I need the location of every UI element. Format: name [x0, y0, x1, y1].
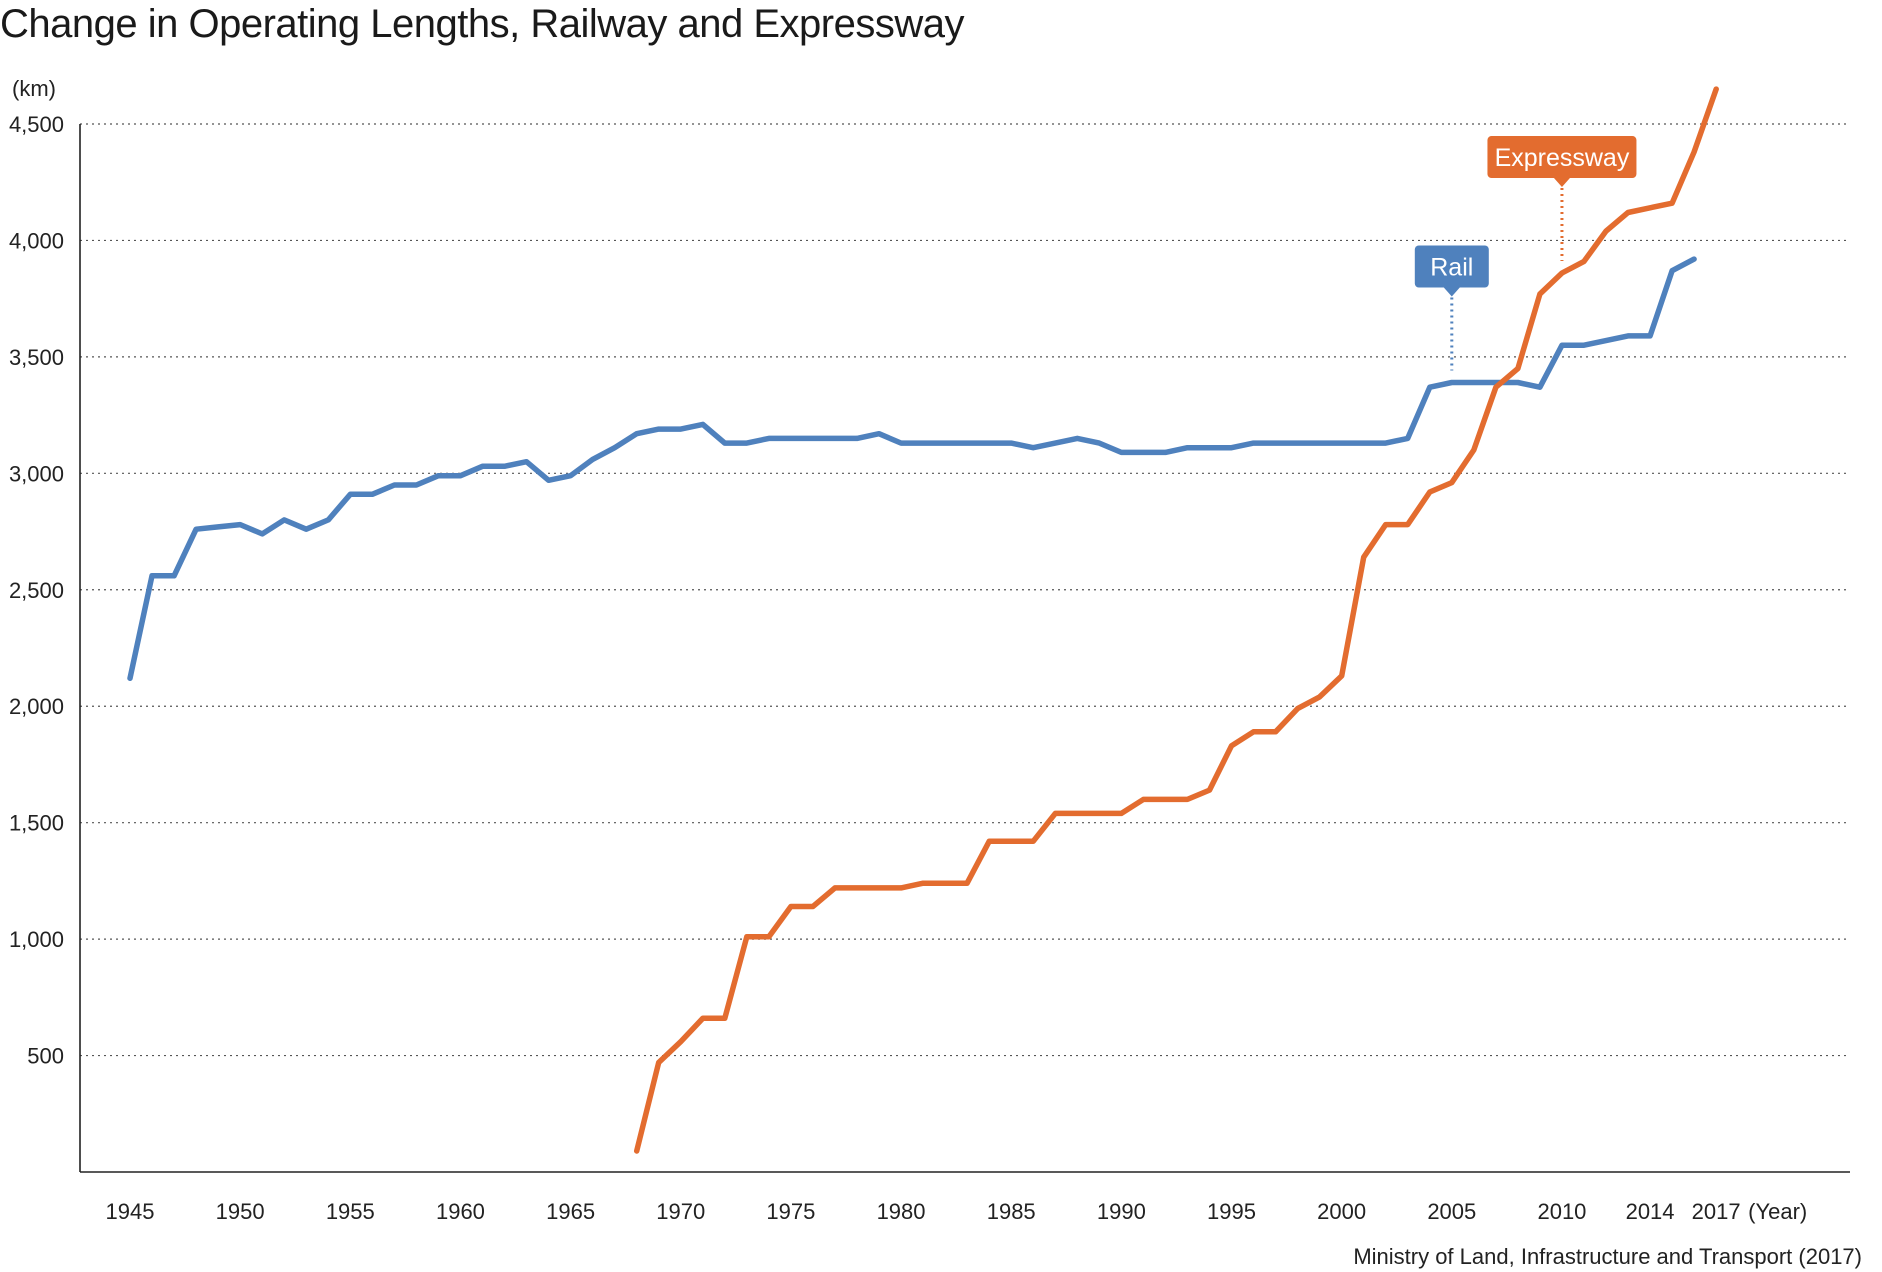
- x-tick-label: 1965: [546, 1199, 595, 1224]
- series-layer: [127, 86, 1719, 1154]
- x-tick-label: 1990: [1097, 1199, 1146, 1224]
- callout-pointer-rail: [1443, 287, 1460, 297]
- y-axis-unit: (km): [12, 76, 56, 101]
- chart-title: Change in Operating Lengths, Railway and…: [0, 2, 964, 46]
- y-tick-label: 1,500: [9, 811, 64, 836]
- x-tick-label: 1955: [326, 1199, 375, 1224]
- x-tick-label: 1995: [1207, 1199, 1256, 1224]
- y-tick-label: 4,500: [9, 112, 64, 137]
- series-line-expressway: [633, 86, 1719, 1154]
- series-line-rail: [127, 256, 1697, 682]
- y-tick-label: 4,000: [9, 228, 64, 253]
- callout-label-expressway: Expressway: [1495, 144, 1630, 172]
- x-tick-label: 1970: [656, 1199, 705, 1224]
- y-tick-label: 1,000: [9, 927, 64, 952]
- label-layer: 500 1,000 1,500 2,000 2,500 3,000 3,500 4,000 4,…: [9, 76, 1807, 1224]
- y-tick-label: 3,500: [9, 345, 64, 370]
- callout-box-rail: [1414, 245, 1489, 288]
- x-tick-label: 2010: [1537, 1199, 1586, 1224]
- source-note: Ministry of Land, Infrastructure and Tra…: [1353, 1244, 1862, 1269]
- y-tick-label: 2,500: [9, 578, 64, 603]
- x-tick-label: 2014: [1626, 1199, 1675, 1224]
- x-tick-label: 1960: [436, 1199, 485, 1224]
- x-tick-label: 2000: [1317, 1199, 1366, 1224]
- grid-layer: [80, 123, 1850, 1057]
- y-tick-label: 3,000: [9, 461, 64, 486]
- y-tick-label: 2,000: [9, 694, 64, 719]
- x-tick-label: 1950: [216, 1199, 265, 1224]
- axis-layer: [79, 124, 1850, 1173]
- callout-label-rail: Rail: [1430, 254, 1473, 282]
- x-tick-label: 1985: [987, 1199, 1036, 1224]
- callout-box-expressway: [1487, 136, 1637, 179]
- x-tick-label: 2017: [1692, 1199, 1741, 1224]
- x-tick-label: 1945: [106, 1199, 155, 1224]
- x-axis-unit: (Year): [1748, 1199, 1807, 1224]
- callout-pointer-expressway: [1553, 178, 1570, 188]
- x-tick-label: 2005: [1427, 1199, 1476, 1224]
- y-tick-label: 500: [27, 1044, 64, 1069]
- x-tick-label: 1980: [877, 1199, 926, 1224]
- x-tick-label: 1975: [766, 1199, 815, 1224]
- callout-layer: Rail Expressway: [1414, 136, 1637, 371]
